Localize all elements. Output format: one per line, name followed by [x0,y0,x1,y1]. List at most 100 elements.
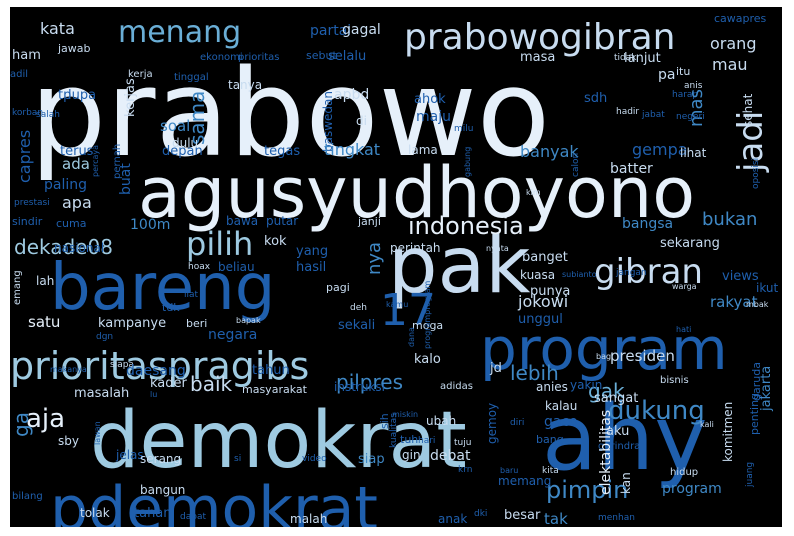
cloud-word: sindir [12,215,43,228]
cloud-word: prioritas [238,52,280,63]
cloud-word: gemoy [485,403,499,444]
cloud-word: apbd [334,87,369,103]
cloud-word: jabat [641,110,665,120]
cloud-word: moga [412,319,443,332]
cloud-word: lah [36,274,54,288]
cloud-word: depan [162,144,203,159]
word-cloud: prabowo agusyudhoyono pak bareng demokrat ahy… [10,7,782,527]
cloud-word: yang [296,244,328,259]
cloud-word: tingkat [324,140,380,159]
cloud-word: korban [12,108,43,118]
cloud-word: jelas [115,448,144,462]
cloud-word: masa [520,50,555,65]
cloud-word: pilih [186,225,253,263]
cloud-word: gagal [342,22,381,38]
cloud-word: milu [454,124,473,134]
cloud-word: bagi [596,352,613,361]
cloud-word: liat [184,290,199,300]
cloud-word: punya [530,284,570,299]
cloud-word: makanya [50,365,87,374]
cloud-word: cawapres [714,12,767,25]
cloud-word: tidak [614,53,637,63]
cloud-word: program [662,481,722,497]
cloud-word: prioritaspragibs [10,344,309,388]
cloud-word: banget [522,250,568,265]
cloud-word: kerjas [123,78,138,117]
cloud-background [10,7,782,527]
cloud-word: tuju [454,438,471,448]
cloud-word: gak [588,379,625,403]
cloud-word: kader [150,376,188,391]
cloud-word: dulu [172,136,198,150]
cloud-word: siap [358,452,385,467]
cloud-word: tak [544,510,568,527]
cloud-word: miskin [392,410,418,419]
cloud-word: adil [10,69,28,80]
cloud-word: gibran [594,252,703,292]
cloud-word: deh [350,303,367,313]
cloud-word: jakarta [759,366,774,412]
cloud-word: pdemokrat [50,474,378,527]
cloud-word: masyarakat [242,383,308,396]
cloud-word: presiden [610,347,675,365]
cloud-word: kata [40,19,75,38]
cloud-word: agusyudhoyono [138,152,695,234]
cloud-word: menhan [598,513,635,523]
cloud-word: bangun [140,483,185,497]
cloud-word: dana [407,327,416,347]
cloud-word: di [356,114,367,128]
cloud-word: prabowogibran [404,17,675,58]
cloud-word: baik [190,372,233,396]
cloud-word: mbak [746,300,769,309]
cloud-word: programprogram [423,280,432,349]
cloud-word: itu [676,65,690,78]
cloud-word: masalah [74,386,129,401]
cloud-word: demokrat [90,396,467,486]
cloud-word: gempa [632,140,688,159]
cloud-word: pak [388,221,530,311]
cloud-word: sih [378,413,391,429]
cloud-word: elektabilitas [598,410,614,495]
cloud-word: kan [619,472,633,494]
cloud-word: diri [510,418,524,428]
cloud-word: pimpin [546,476,628,504]
cloud-word: bangsa [622,216,673,232]
cloud-word: dki [474,509,487,519]
cloud-word: debat [430,448,471,464]
cloud-word: calon [571,153,581,177]
cloud-word: warga [672,282,697,291]
cloud-word: subianto [562,270,597,279]
cloud-word: satu [28,313,60,331]
cloud-word: maju [416,109,451,125]
cloud-word: baru [500,466,518,475]
cloud-word: sama [185,91,209,145]
cloud-word: nasional [54,241,104,255]
cloud-word: video [302,454,327,464]
cloud-word: hati [676,325,691,334]
cloud-word: indonesia [408,212,524,240]
cloud-word: gabung [463,147,472,177]
cloud-word: ekonomi [200,52,243,63]
cloud-word: beliau [218,260,255,274]
cloud-word: tahan [134,506,172,521]
cloud-word: mau [712,55,748,74]
cloud-word: lebih [510,361,559,385]
cloud-word: tp [58,88,71,103]
cloud-word: kampanye [98,316,166,331]
cloud-word: bareng [50,251,275,325]
cloud-word: tolak [80,506,110,520]
cloud-word: nyata [486,244,509,253]
cloud-word: yakin [570,378,602,392]
cloud-word: beri [186,317,207,330]
cloud-word: negara [208,327,257,343]
cloud-word: batter [610,161,653,177]
cloud-word: negeri [676,112,705,122]
cloud-word: lihat [680,146,707,160]
cloud-word: mas [686,89,707,127]
cloud-word: kuasa [520,268,555,282]
cloud-word: hidup [670,467,698,478]
cloud-word: sebut [306,49,337,62]
cloud-word: aku [606,424,629,439]
cloud-word: dukung [608,396,705,426]
